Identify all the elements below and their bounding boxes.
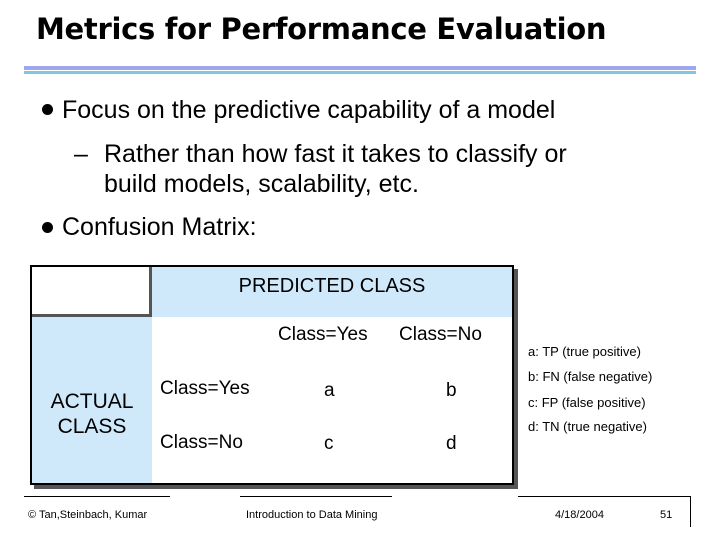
legend-fp: c: FP (false positive) <box>528 395 646 410</box>
actual-header-line1: ACTUAL <box>50 390 134 413</box>
actual-band <box>32 317 152 483</box>
cell-fp: c <box>324 433 334 454</box>
bullet-confusion: Confusion Matrix: <box>62 213 257 241</box>
footer-box-copyright <box>24 496 170 527</box>
bullet-dot-icon <box>42 222 53 233</box>
predicted-band <box>152 267 512 317</box>
cell-fn: b <box>446 380 457 401</box>
subbullet-dash: – <box>74 140 88 168</box>
footer-page-number: 51 <box>660 509 673 521</box>
bullet-dot-icon <box>42 104 53 115</box>
bullet-focus: Focus on the predictive capability of a … <box>62 96 556 124</box>
title-divider-top <box>24 66 696 70</box>
actual-header-line2: CLASS <box>57 415 127 438</box>
footer-box-course <box>240 496 392 527</box>
cell-tp: a <box>324 380 335 401</box>
row-header-no: Class=No <box>160 432 243 453</box>
legend-tp: a: TP (true positive) <box>528 344 641 359</box>
col-header-yes: Class=Yes <box>278 324 368 345</box>
matrix-corner <box>32 267 152 317</box>
slide-title: Metrics for Performance Evaluation <box>36 12 607 46</box>
predicted-class-header: PREDICTED CLASS <box>238 275 426 297</box>
title-divider-bottom <box>24 71 696 74</box>
legend-tn: d: TN (true negative) <box>528 419 647 434</box>
actual-class-header: ACTUAL CLASS <box>32 389 152 439</box>
row-header-yes: Class=Yes <box>160 378 250 399</box>
footer-copyright: © Tan,Steinbach, Kumar <box>28 509 148 521</box>
legend-fn: b: FN (false negative) <box>528 369 653 384</box>
confusion-matrix: PREDICTED CLASS ACTUAL CLASS Class=Yes C… <box>30 265 514 485</box>
footer-course: Introduction to Data Mining <box>246 509 378 521</box>
footer-box-date <box>518 496 691 527</box>
subbullet-line-2: build models, scalability, etc. <box>104 170 419 198</box>
subbullet-line-1: Rather than how fast it takes to classif… <box>104 140 567 168</box>
cell-tn: d <box>446 433 457 454</box>
col-header-no: Class=No <box>399 324 482 345</box>
footer-date: 4/18/2004 <box>555 509 604 521</box>
